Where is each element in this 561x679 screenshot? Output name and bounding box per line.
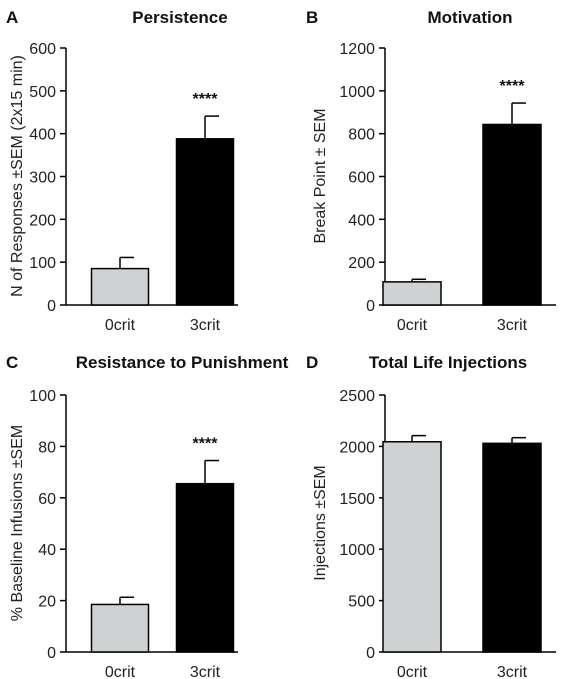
y-tick-label: 600 (348, 170, 375, 187)
significance-label: **** (193, 91, 219, 108)
y-axis-title: N of Responses ±SEM (2x15 min) (9, 55, 26, 297)
panel-title: Resistance to Punishment (76, 353, 289, 372)
y-tick-label: 0 (47, 298, 56, 315)
y-tick-label: 0 (366, 645, 375, 662)
y-tick-label: 600 (29, 41, 56, 58)
panel-title: Motivation (428, 8, 513, 27)
panel-d: D Total Life Injections Injections ±SEM 0 50… (306, 353, 556, 679)
panel-letter: D (306, 353, 318, 372)
bar-3crit (482, 442, 542, 653)
x-tick-label: 0crit (397, 664, 428, 679)
x-tick-label: 0crit (105, 317, 136, 334)
y-tick-label: 40 (38, 542, 56, 559)
y-tick-label: 2000 (339, 439, 375, 456)
bar-0crit (90, 603, 150, 653)
y-tick-label: 300 (29, 170, 56, 187)
y-axis-title: % Baseline Infusions ±SEM (9, 425, 26, 621)
y-tick-label: 500 (29, 84, 56, 101)
x-tick-label: 3crit (190, 664, 221, 679)
bar-0crit (382, 281, 442, 306)
panel-title: Persistence (132, 8, 227, 27)
y-tick-label: 400 (29, 127, 56, 144)
y-tick-label: 1500 (339, 491, 375, 508)
y-tick-label: 400 (348, 212, 375, 229)
bar-0crit (382, 441, 442, 653)
y-tick-label: 1000 (339, 84, 375, 101)
y-tick-label: 0 (47, 645, 56, 662)
bar-3crit (175, 482, 235, 653)
y-tick-label: 800 (348, 127, 375, 144)
y-axis-title: Break Point ± SEM (312, 108, 329, 243)
panel-c: C Resistance to Punishment % Baseline Infu… (6, 353, 289, 679)
y-tick-label: 1200 (339, 41, 375, 58)
y-tick-label: 500 (348, 594, 375, 611)
bar-3crit (175, 138, 235, 306)
y-tick-label: 100 (29, 388, 56, 405)
bar-3crit (482, 123, 542, 306)
significance-label: **** (500, 78, 526, 95)
y-tick-label: 80 (38, 439, 56, 456)
x-tick-label: 3crit (497, 317, 528, 334)
y-tick-label: 1000 (339, 542, 375, 559)
y-tick-label: 0 (366, 298, 375, 315)
y-tick-label: 60 (38, 491, 56, 508)
panel-letter: B (306, 8, 318, 27)
y-tick-label: 20 (38, 594, 56, 611)
significance-label: **** (193, 436, 219, 453)
panel-letter: C (6, 353, 18, 372)
panel-a: A Persistence N of Responses ±SEM (2x15 mi… (6, 8, 238, 334)
x-tick-label: 0crit (105, 664, 136, 679)
y-tick-label: 2500 (339, 388, 375, 405)
y-tick-label: 100 (29, 255, 56, 272)
panel-letter: A (6, 8, 18, 27)
x-tick-label: 3crit (190, 317, 221, 334)
bar-0crit (90, 267, 150, 306)
x-tick-label: 3crit (497, 664, 528, 679)
y-tick-label: 200 (29, 212, 56, 229)
x-tick-label: 0crit (397, 317, 428, 334)
y-axis-title: Injections ±SEM (312, 465, 329, 581)
panel-b: B Motivation Break Point ± SEM 0 200 400 600 80… (306, 8, 556, 334)
panel-title: Total Life Injections (369, 353, 527, 372)
y-tick-label: 200 (348, 255, 375, 272)
